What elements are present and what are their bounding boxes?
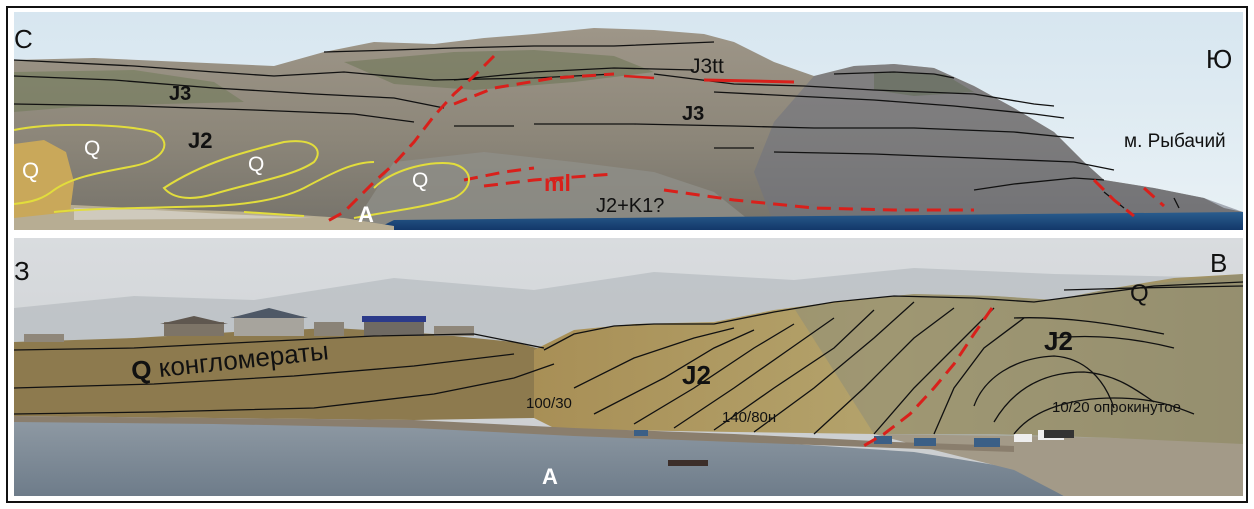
bottom-photo-panel: З В Q J2 J2 Q конгломераты 100/30 140/80…	[14, 238, 1243, 496]
unit-q-top-label: Q	[1130, 280, 1149, 307]
unit-j2-label: J2	[188, 128, 213, 153]
point-a-bottom-label: A	[542, 464, 558, 489]
compass-south-label: Ю	[1206, 44, 1233, 74]
unit-j2-center-label: J2	[682, 360, 711, 390]
unit-q-label-4: Q	[412, 169, 429, 192]
unit-j3tt-label: J3tt	[690, 55, 724, 78]
unit-melange-label: ml	[544, 170, 571, 196]
unit-q-label-3: Q	[248, 153, 265, 176]
unit-j3-center-label: J3	[682, 103, 705, 125]
top-photo-panel: С Ю м. Рыбачий J3 J3 J3tt J2 J2+K1? ml Q…	[14, 12, 1243, 230]
unit-q-label-1: Q	[84, 137, 101, 160]
unit-j3-left-label: J3	[169, 83, 192, 105]
q-conglomerate-symbol: Q	[129, 353, 154, 386]
compass-north-label: С	[14, 24, 33, 54]
attitude-label-2: 140/80н	[722, 409, 777, 426]
unit-j2-k1-label: J2+K1?	[596, 195, 665, 217]
unit-j2-right-label: J2	[1044, 326, 1073, 356]
attitude-label-3: 10/20 опрокинутое	[1052, 399, 1181, 416]
attitude-label-1: 100/30	[526, 395, 572, 412]
cape-rybachiy-label: м. Рыбачий	[1124, 131, 1226, 152]
top-photo-drawing	[14, 12, 1243, 230]
point-a-top-label: A	[358, 202, 374, 227]
compass-west-label: З	[14, 256, 30, 286]
bottom-photo-drawing	[14, 238, 1243, 496]
unit-q-label-2: Q	[22, 158, 40, 183]
compass-east-label: В	[1210, 248, 1228, 278]
